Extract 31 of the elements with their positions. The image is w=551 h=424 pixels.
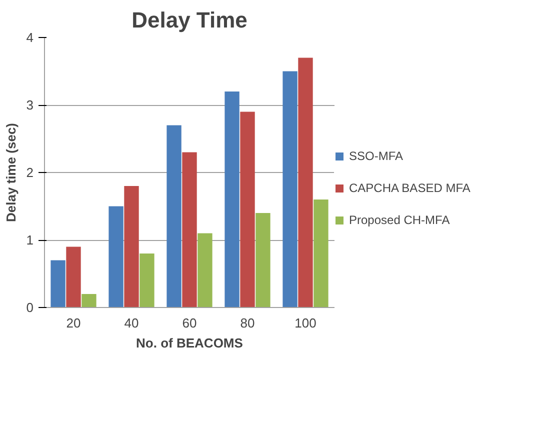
legend-label: Proposed CH-MFA <box>349 213 450 227</box>
bar <box>124 186 139 308</box>
x-tick-label: 40 <box>124 316 139 330</box>
x-tick-label: 80 <box>240 316 255 330</box>
legend-label: SSO-MFA <box>349 149 404 163</box>
bar <box>314 200 328 308</box>
bar <box>66 246 81 308</box>
y-tick-label: 3 <box>26 98 34 112</box>
bar <box>140 254 154 308</box>
bar <box>240 112 255 308</box>
x-tick-label: 20 <box>66 316 81 330</box>
bar <box>282 71 298 308</box>
bar <box>50 260 66 308</box>
chart-title: Delay Time <box>132 8 248 32</box>
x-axis-title: No. of BEACOMS <box>136 336 244 350</box>
bar <box>166 125 182 308</box>
y-tick-label: 2 <box>26 165 34 180</box>
y-tick-label: 1 <box>26 232 34 248</box>
bar <box>82 294 96 308</box>
bar <box>224 92 240 308</box>
x-tick-label: 100 <box>294 316 316 330</box>
y-tick-label: 4 <box>26 30 34 45</box>
bar <box>198 233 212 308</box>
y-tick-label: 0 <box>26 300 34 315</box>
legend-label: CAPCHA BASED MFA <box>349 181 470 195</box>
bar <box>298 58 313 308</box>
x-tick-label: 60 <box>182 316 197 330</box>
bar <box>256 213 270 308</box>
bar <box>108 206 124 308</box>
bar <box>182 152 197 308</box>
y-axis-title: Delay time (sec) <box>3 122 18 222</box>
